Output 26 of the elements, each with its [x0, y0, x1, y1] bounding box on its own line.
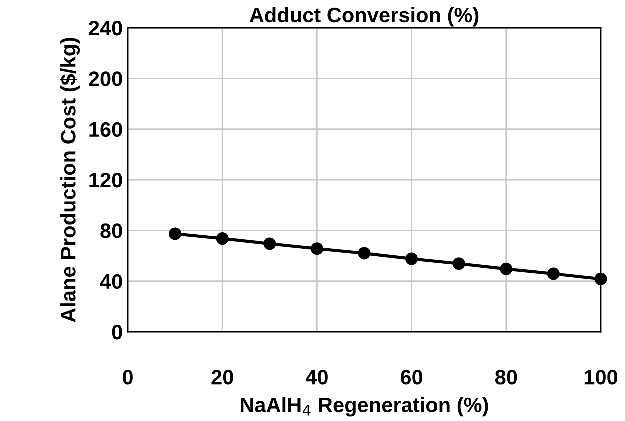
x-axis-title: NaAlH$_{4}$ Regeneration (%) — [240, 397, 488, 417]
point — [547, 268, 560, 280]
point — [264, 238, 276, 250]
y-tick-label: 200 — [89, 72, 122, 86]
point — [452, 258, 466, 270]
y-tick-label: 40 — [100, 274, 122, 290]
x-tick-label: 80 — [495, 370, 518, 385]
x-tick-label: 40 — [306, 370, 328, 385]
y-tick-label: 120 — [90, 173, 122, 188]
point — [216, 232, 229, 246]
x-tick-label: 100 — [584, 370, 618, 385]
y-tick-label: 0 — [112, 325, 122, 340]
x-tick-label: 60 — [400, 370, 423, 385]
y-tick-label: 160 — [90, 122, 122, 138]
x-tick-label: 0 — [123, 370, 133, 385]
point — [358, 247, 371, 260]
y-tick-label: 80 — [100, 224, 122, 238]
point — [310, 242, 324, 256]
point — [406, 252, 418, 266]
chart-title: Adduct Conversion (%) — [250, 7, 479, 27]
point — [169, 228, 182, 240]
y-axis-title: Alane Production Cost ($/kg) — [60, 38, 80, 322]
point — [500, 262, 513, 276]
point — [594, 272, 608, 286]
y-tick-label: 240 — [89, 21, 122, 36]
x-tick-label: 20 — [212, 370, 234, 385]
